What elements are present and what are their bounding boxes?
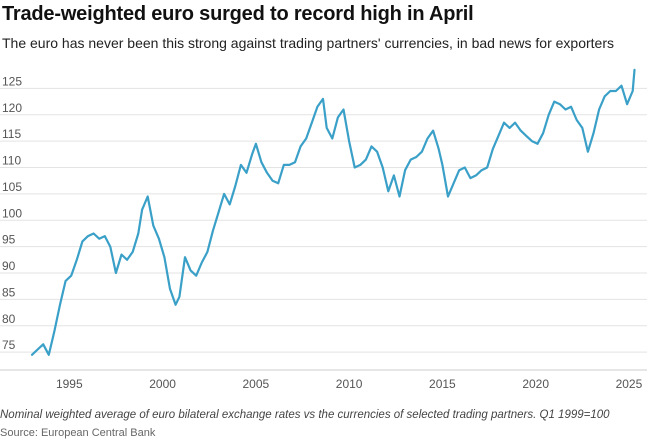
y-tick-label: 115	[2, 127, 21, 141]
chart-note: Nominal weighted average of euro bilater…	[0, 409, 610, 421]
x-tick-label: 2020	[522, 377, 549, 391]
x-tick-label: 2000	[149, 377, 176, 391]
y-tick-label: 125	[2, 74, 22, 88]
chart-title: Trade-weighted euro surged to record hig…	[2, 3, 474, 25]
y-tick-label: 105	[2, 180, 22, 194]
x-tick-label: 2005	[243, 377, 270, 391]
y-tick-label: 110	[2, 154, 21, 168]
y-tick-label: 85	[2, 285, 16, 299]
x-tick-label: 2010	[336, 377, 363, 391]
x-tick-label: 1995	[56, 377, 83, 391]
line-chart: 75 80 85 90 95 100 105 110 115 120 125 1995 2000 200…	[0, 68, 647, 391]
series-line	[30, 68, 636, 356]
x-tick-label: 2025	[616, 377, 643, 391]
x-tick-label: 2015	[429, 377, 456, 391]
y-tick-label: 90	[2, 259, 16, 273]
y-tick-label: 120	[2, 101, 22, 115]
y-tick-label: 80	[2, 312, 16, 326]
chart-subtitle: The euro has never been this strong agai…	[2, 35, 615, 51]
chart-source: Source: European Central Bank	[0, 427, 156, 439]
y-tick-label: 100	[2, 206, 22, 220]
y-tick-label: 95	[2, 233, 16, 247]
y-tick-label: 75	[2, 338, 16, 352]
